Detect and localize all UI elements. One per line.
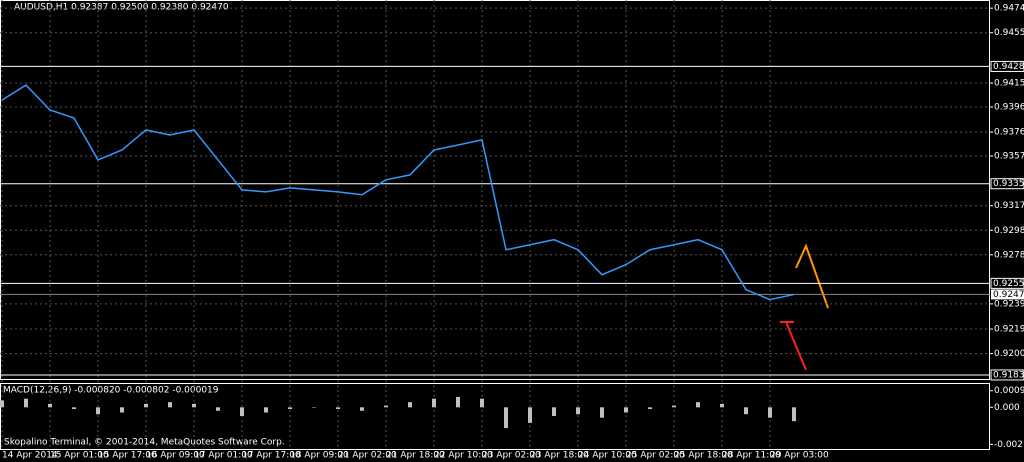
x-tick-label: 22 Apr 10:00 [434, 451, 493, 461]
y-tick-label: 0.92000 [994, 349, 1024, 359]
macd-bar [720, 403, 724, 408]
macd-frame [0, 383, 990, 450]
y-tick-label: 0.94745 [994, 4, 1024, 14]
x-tick-label: 24 Apr 10:00 [578, 451, 637, 461]
macd-bar [432, 398, 436, 408]
macd-bar [552, 407, 556, 416]
x-tick-label: 17 Apr 17:00 [242, 451, 301, 461]
price-line [1, 84, 795, 301]
current-price-box [991, 289, 1024, 300]
x-tick-label: 15 Apr 01:00 [50, 451, 109, 461]
macd-bar [24, 398, 28, 408]
macd-bar [120, 407, 124, 413]
level-label: 0.92558 [993, 279, 1024, 289]
forecast-arrow-down [785, 321, 807, 371]
macd-bar [696, 402, 700, 408]
x-tick-label: 25 Apr 18:00 [674, 451, 733, 461]
macd-bar [144, 403, 148, 408]
forecast-arrow-up [795, 243, 829, 309]
macd-bar [648, 407, 652, 410]
x-tick-label: 23 Apr 18:00 [530, 451, 589, 461]
macd-bar [168, 402, 172, 408]
macd-bar [480, 398, 484, 408]
x-tick-label: 14 Apr 2014 [2, 451, 58, 461]
macd-bar [216, 407, 220, 411]
level-box [990, 369, 1024, 381]
x-tick-label: 23 Apr 02:00 [482, 451, 541, 461]
level-box [990, 277, 1024, 289]
y-tick-label: 0.92395 [994, 299, 1024, 309]
x-tick-label: 17 Apr 01:00 [194, 451, 253, 461]
macd-bar [504, 407, 508, 429]
macd-bar [408, 402, 412, 408]
y-tick-label: -0.002141 [994, 440, 1024, 450]
macd-bar [576, 407, 580, 415]
x-tick-label: 16 Apr 09:00 [146, 451, 205, 461]
current-price-label: 0.92470 [993, 290, 1024, 300]
macd-bar [744, 407, 748, 415]
x-tick-label: 15 Apr 17:00 [98, 451, 157, 461]
macd-bar [264, 407, 268, 413]
macd-bar [528, 407, 532, 423]
macd-bar [312, 407, 316, 408]
macd-bar [792, 407, 796, 422]
y-tick-label: 0.92195 [994, 325, 1024, 335]
y-tick-label: 0.000 [994, 403, 1020, 413]
macd-bar [456, 396, 460, 408]
macd-bar [624, 407, 628, 413]
macd-bar [288, 407, 292, 410]
macd-bar [72, 407, 76, 410]
x-tick-label: 21 Apr 18:00 [386, 451, 445, 461]
y-tick-label: 0.93175 [994, 201, 1024, 211]
level-label: 0.94282 [993, 62, 1024, 72]
macd-bar [600, 407, 604, 418]
x-tick-label: 28 Apr 11:00 [722, 451, 781, 461]
macd-bar [360, 407, 364, 411]
main-frame [0, 0, 990, 380]
x-tick-label: 21 Apr 02:00 [338, 451, 397, 461]
y-tick-label: 0.92785 [994, 250, 1024, 260]
level-box [990, 178, 1024, 190]
macd-bar [48, 403, 52, 408]
y-tick-label: 0.000961 [994, 386, 1024, 396]
macd-header: MACD(12,26,9) -0.000820 -0.000802 -0.000… [3, 386, 219, 396]
x-tick-label: 25 Apr 02:00 [626, 451, 685, 461]
level-box [990, 60, 1024, 72]
macd-bar [0, 400, 4, 408]
macd-bar [384, 405, 388, 408]
macd-bar [672, 405, 676, 408]
copyright: Skopalino Terminal, © 2001-2014, MetaQuo… [4, 438, 285, 448]
x-tick-label: 29 Apr 03:00 [770, 451, 829, 461]
chart-header: AUDUSD,H1 0.92387 0.92500 0.92380 0.9247… [14, 3, 229, 13]
x-tick-label: 18 Apr 09:00 [290, 451, 349, 461]
macd-bar [240, 407, 244, 416]
macd-bar [192, 403, 196, 408]
macd-bar [96, 407, 100, 415]
macd-bar [336, 407, 340, 410]
macd-bar [768, 407, 772, 418]
